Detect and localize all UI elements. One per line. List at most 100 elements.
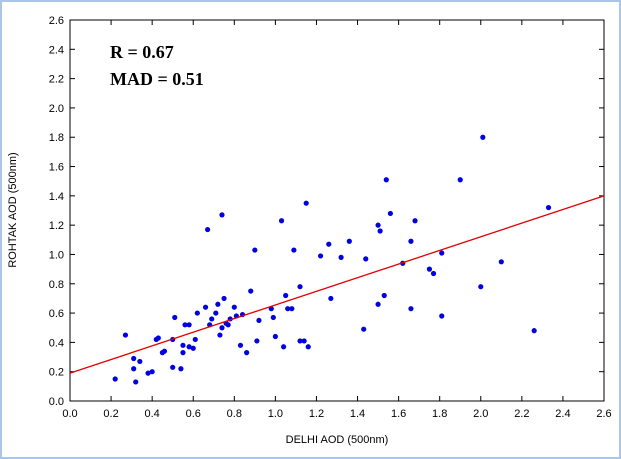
point bbox=[161, 348, 168, 354]
point bbox=[190, 345, 196, 351]
x-tick-label: 2.2 bbox=[514, 408, 529, 420]
x-tick-label: 1.2 bbox=[309, 408, 324, 420]
point bbox=[170, 364, 176, 370]
x-tick-label: 1.0 bbox=[268, 408, 283, 420]
x-tick-label: 1.6 bbox=[391, 408, 406, 420]
fit-line bbox=[69, 195, 605, 374]
point bbox=[283, 292, 289, 299]
point bbox=[289, 306, 295, 312]
point bbox=[256, 317, 262, 324]
y-tick-label: 0.6 bbox=[49, 308, 64, 320]
y-tick-label: 0.4 bbox=[49, 337, 64, 349]
point bbox=[213, 310, 219, 316]
point bbox=[328, 295, 334, 302]
point bbox=[254, 338, 260, 344]
x-tick-label: 1.8 bbox=[432, 408, 447, 420]
point bbox=[377, 228, 383, 234]
point bbox=[426, 266, 433, 272]
point bbox=[186, 322, 192, 328]
point bbox=[281, 344, 287, 350]
point bbox=[498, 259, 504, 265]
point bbox=[303, 200, 309, 206]
point bbox=[375, 222, 381, 228]
point bbox=[149, 369, 155, 375]
point bbox=[219, 212, 225, 218]
point bbox=[381, 292, 387, 299]
point bbox=[131, 355, 137, 362]
point bbox=[270, 314, 276, 321]
point bbox=[178, 366, 184, 372]
point bbox=[480, 134, 486, 140]
point bbox=[192, 336, 198, 343]
point bbox=[231, 304, 237, 310]
point bbox=[412, 218, 418, 224]
y-tick-label: 2.0 bbox=[49, 103, 64, 115]
point bbox=[122, 332, 129, 338]
x-tick-label: 0.0 bbox=[62, 408, 77, 420]
point bbox=[205, 226, 211, 233]
point bbox=[186, 344, 192, 350]
point bbox=[194, 310, 200, 316]
point bbox=[430, 270, 437, 277]
point bbox=[457, 177, 463, 183]
point bbox=[297, 338, 303, 344]
point bbox=[237, 342, 244, 348]
point bbox=[272, 333, 278, 340]
y-tick-label: 2.6 bbox=[49, 15, 64, 27]
point bbox=[145, 370, 151, 376]
point bbox=[338, 254, 344, 260]
point bbox=[317, 253, 324, 259]
point bbox=[221, 295, 227, 302]
point bbox=[219, 325, 225, 331]
y-tick-label: 2.4 bbox=[49, 44, 64, 56]
point bbox=[387, 210, 393, 217]
point bbox=[131, 366, 137, 372]
y-tick-label: 0.8 bbox=[49, 279, 64, 291]
x-tick-label: 0.6 bbox=[186, 408, 201, 420]
point bbox=[225, 322, 231, 328]
point bbox=[326, 241, 332, 247]
point bbox=[172, 314, 178, 321]
point bbox=[408, 238, 414, 244]
point bbox=[301, 338, 307, 344]
point bbox=[155, 335, 161, 341]
y-tick-label: 0.0 bbox=[49, 396, 64, 408]
point bbox=[252, 247, 258, 253]
point bbox=[305, 344, 311, 350]
point bbox=[248, 288, 254, 294]
point bbox=[112, 376, 118, 382]
point bbox=[180, 342, 186, 348]
annotation: R = 0.67 bbox=[110, 42, 174, 62]
x-tick-label: 2.0 bbox=[473, 408, 488, 420]
point bbox=[361, 326, 367, 332]
point bbox=[209, 316, 215, 322]
x-tick-label: 0.8 bbox=[227, 408, 242, 420]
annotation: MAD = 0.51 bbox=[110, 69, 204, 89]
point bbox=[244, 350, 250, 356]
y-tick-label: 1.4 bbox=[49, 191, 64, 203]
point bbox=[297, 284, 303, 290]
point bbox=[278, 218, 285, 224]
y-tick-label: 1.8 bbox=[49, 132, 64, 144]
point bbox=[439, 250, 445, 256]
point bbox=[180, 350, 186, 356]
y-tick-label: 0.2 bbox=[49, 367, 64, 379]
y-tick-label: 1.2 bbox=[49, 220, 64, 232]
y-tick-label: 1.6 bbox=[49, 162, 64, 174]
point bbox=[383, 177, 389, 183]
y-axis-label: ROHTAK AOD (500nm) bbox=[7, 152, 19, 267]
point bbox=[182, 322, 188, 328]
y-tick-label: 1.0 bbox=[49, 249, 64, 261]
point bbox=[531, 328, 537, 334]
point bbox=[285, 306, 291, 312]
point bbox=[215, 301, 221, 307]
x-tick-label: 0.4 bbox=[145, 408, 160, 420]
x-axis-label: DELHI AOD (500nm) bbox=[286, 434, 389, 446]
x-tick-label: 2.6 bbox=[596, 408, 611, 420]
point bbox=[291, 247, 297, 253]
y-tick-label: 2.2 bbox=[49, 74, 64, 86]
point bbox=[346, 238, 352, 244]
point bbox=[439, 313, 445, 319]
x-tick-label: 1.4 bbox=[350, 408, 365, 420]
